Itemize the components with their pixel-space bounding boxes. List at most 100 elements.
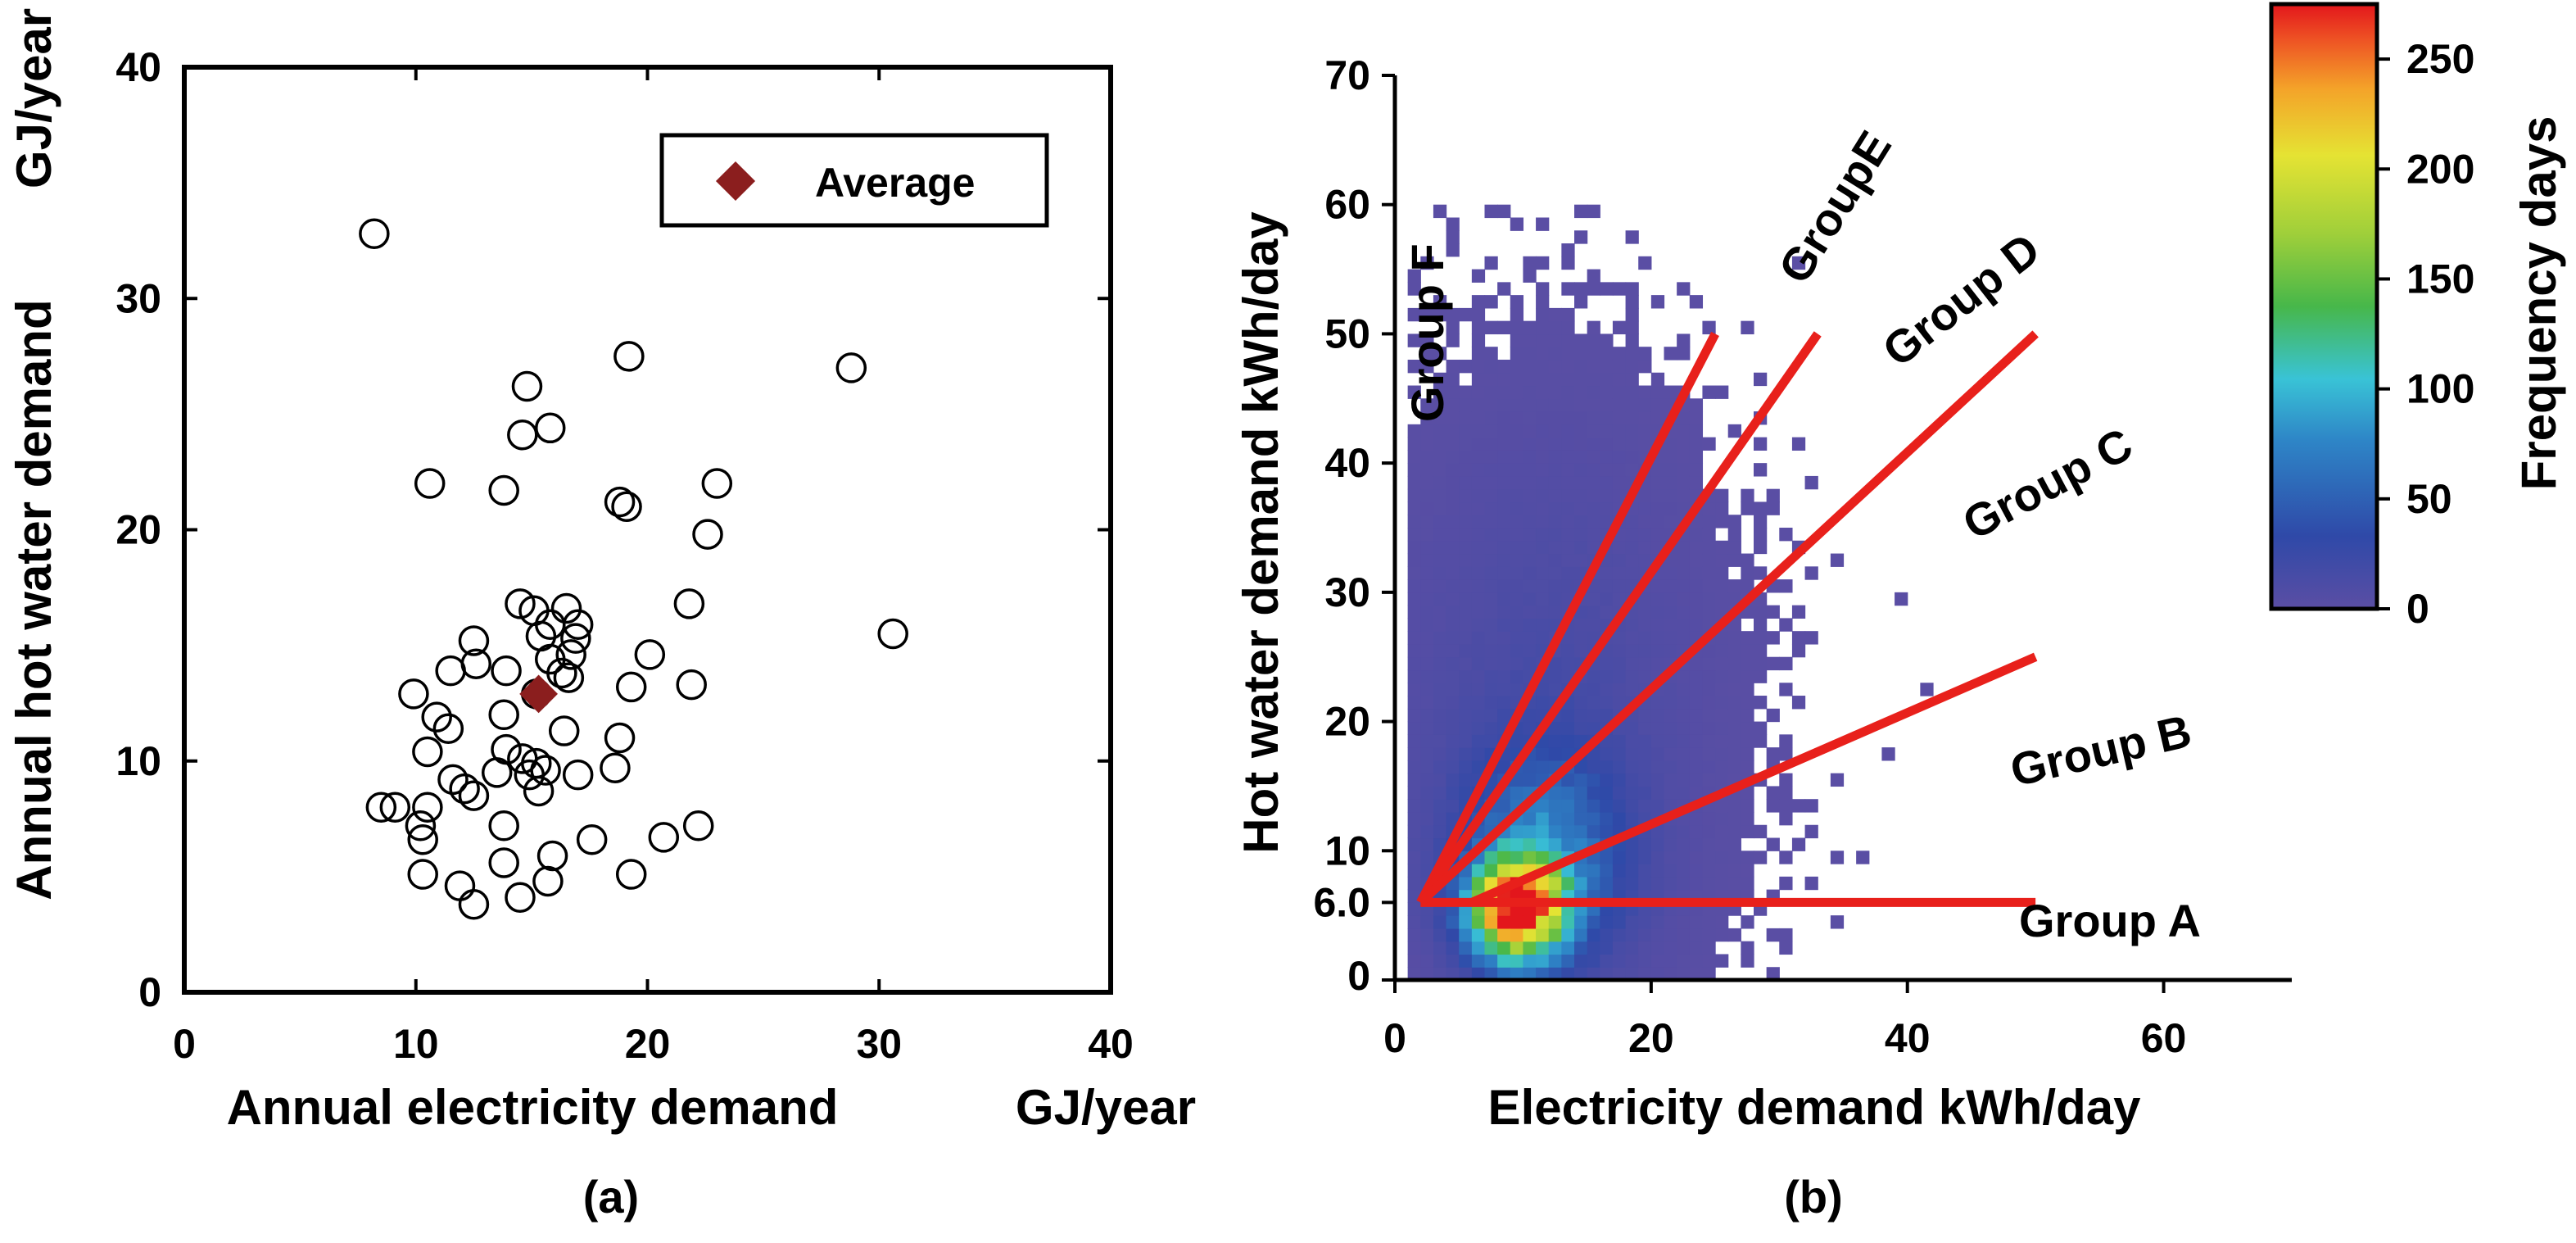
heatmap-cell: [1407, 566, 1421, 580]
heatmap-cell: [1471, 669, 1486, 683]
heatmap-cell: [1548, 592, 1562, 606]
heatmap-cell: [1446, 398, 1460, 412]
heatmap-cell: [1420, 721, 1434, 735]
heatmap-cell: [1484, 398, 1498, 412]
heatmap-cell: [1433, 515, 1447, 529]
heatmap-cell: [1510, 372, 1524, 387]
panel-a-label: (a): [583, 1171, 639, 1223]
heatmap-cell: [1677, 631, 1691, 645]
heatmap-cell: [1689, 463, 1704, 477]
heatmap-cell: [1677, 501, 1691, 515]
heatmap-cell: [1433, 824, 1447, 839]
colorbar-gradient: [2269, 2, 2379, 611]
heatmap-cell: [1407, 540, 1421, 555]
heatmap-cell: [1650, 786, 1665, 800]
heatmap-cell: [1650, 475, 1665, 490]
heatmap-cell: [1664, 515, 1677, 529]
heatmap-cell: [1523, 463, 1537, 477]
heatmap-cell: [1484, 683, 1498, 696]
heatmap-cell: [1741, 566, 1754, 580]
heatmap-cell: [1664, 450, 1677, 464]
heatmap-cell: [1510, 515, 1524, 529]
heatmap-cell: [1638, 592, 1652, 606]
heatmap-cell: [1650, 579, 1665, 593]
heatmap-cell: [1471, 359, 1486, 374]
heatmap-cell: [1715, 824, 1729, 839]
heatmap-cell: [1702, 669, 1716, 683]
heatmap-cell: [1779, 876, 1793, 891]
heatmap-cell: [1471, 954, 1486, 968]
heatmap-cell: [1638, 528, 1652, 542]
heatmap-cell: [1600, 501, 1614, 515]
colorbar-tick-label: 50: [2406, 476, 2452, 522]
heatmap-cell: [1433, 760, 1447, 774]
group-c-label: Group C: [1954, 418, 2140, 550]
heatmap-cell: [1536, 347, 1550, 361]
heatmap-cell: [1600, 928, 1614, 942]
heatmap-cell: [1548, 876, 1562, 891]
heatmap-cell: [1536, 501, 1550, 515]
heatmap-cell: [1702, 605, 1716, 619]
heatmap-cell: [1664, 967, 1677, 981]
heatmap-cell: [1715, 669, 1729, 683]
heatmap-cell: [1523, 424, 1537, 438]
heatmap-cell: [1625, 786, 1639, 800]
heatmap-cell: [1484, 643, 1498, 658]
heatmap-cell: [1625, 347, 1639, 361]
heatmap-cell: [1754, 566, 1768, 580]
data-point: [412, 792, 443, 823]
heatmap-cell: [1741, 320, 1754, 335]
heatmap-cell: [1407, 579, 1421, 593]
heatmap-cell: [1804, 475, 1818, 490]
heatmap-cell: [1727, 540, 1741, 555]
heatmap-cell: [1650, 734, 1665, 748]
heatmap-cell: [1612, 488, 1627, 503]
heatmap-cell: [1497, 515, 1511, 529]
heatmap-cell: [1689, 398, 1704, 412]
heatmap-cell: [1497, 669, 1511, 683]
heatmap-cell: [1715, 696, 1729, 710]
heatmap-cell: [1420, 528, 1434, 542]
data-point: [507, 420, 538, 451]
heatmap-cell: [1791, 256, 1806, 270]
heatmap-cell: [1536, 515, 1550, 529]
y-tick-label: 10: [115, 738, 161, 784]
heatmap-cell: [1727, 799, 1741, 813]
heatmap-cell: [1727, 851, 1741, 864]
heatmap-cell: [1548, 786, 1562, 800]
heatmap-cell: [1625, 359, 1639, 374]
group-boundary-line: [1416, 331, 1822, 905]
heatmap-cell: [1420, 475, 1434, 490]
data-point: [491, 655, 522, 687]
heatmap-cell: [1471, 579, 1486, 593]
heatmap-cell: [1523, 851, 1537, 864]
heatmap-cell: [1548, 721, 1562, 735]
heatmap-cell: [1625, 450, 1639, 464]
heatmap-cell: [1600, 876, 1614, 891]
heatmap-cell: [1587, 721, 1600, 735]
heatmap-cell: [1420, 656, 1434, 671]
heatmap-cell: [1446, 786, 1460, 800]
data-point: [692, 519, 723, 550]
y-tick-label: 10: [1324, 828, 1370, 873]
heatmap-cell: [1433, 941, 1447, 955]
heatmap-cell: [1548, 501, 1562, 515]
heatmap-cell: [1612, 941, 1627, 955]
heatmap-cell: [1471, 501, 1486, 515]
heatmap-cell: [1638, 347, 1652, 361]
heatmap-cell: [1510, 643, 1524, 658]
heatmap-cell: [1536, 553, 1550, 567]
heatmap-cell: [1471, 437, 1486, 451]
heatmap-cell: [1689, 747, 1704, 761]
heatmap-cell: [1625, 566, 1639, 580]
heatmap-cell: [1484, 851, 1498, 864]
heatmap-cell: [1689, 450, 1704, 464]
heatmap-cell: [1600, 683, 1614, 696]
heatmap-cell: [1702, 501, 1716, 515]
heatmap-cell: [1536, 307, 1550, 322]
heatmap-cell: [1548, 437, 1562, 451]
heatmap-cell: [1497, 359, 1511, 374]
heatmap-cell: [1625, 954, 1639, 968]
heatmap-cell: [1830, 553, 1845, 567]
heatmap-cell: [1561, 359, 1575, 374]
